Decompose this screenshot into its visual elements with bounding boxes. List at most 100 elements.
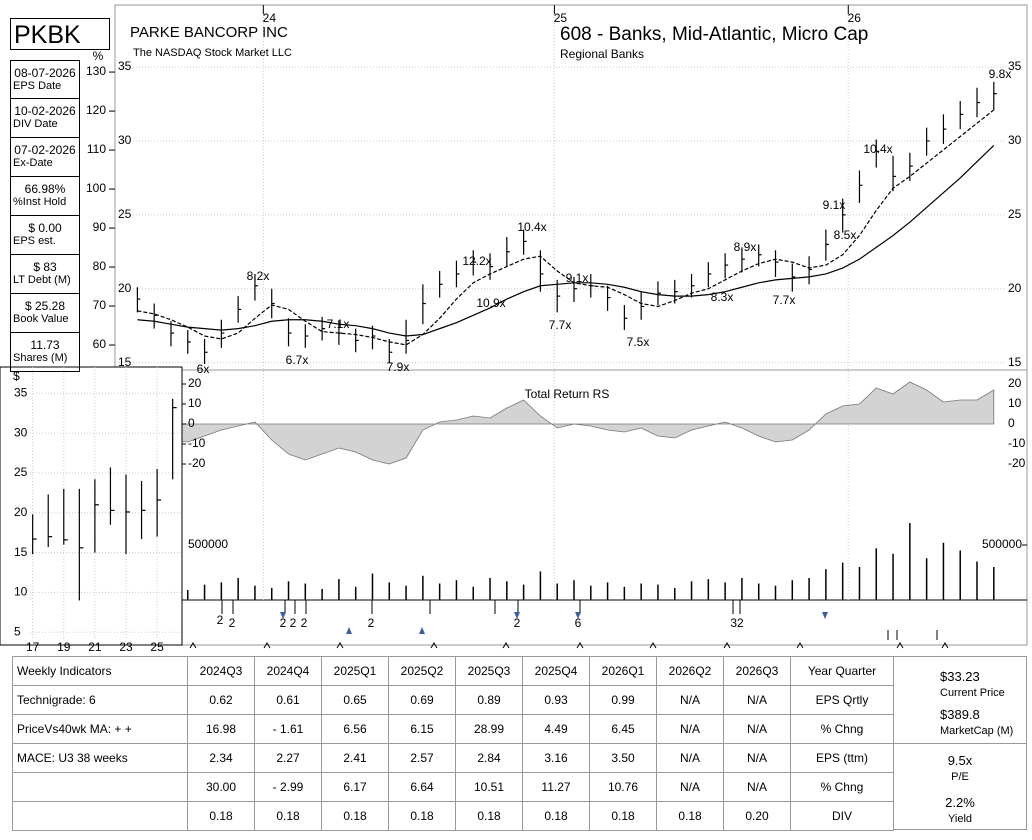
- header-cell: 2026Q1: [589, 656, 657, 686]
- table-cell: 0.18: [656, 801, 724, 831]
- down-arrow: [575, 612, 581, 619]
- header-cell: 2025Q1: [321, 656, 389, 686]
- pe-annotation: 12.2x: [462, 254, 491, 268]
- caret: [576, 642, 584, 649]
- volume-tick-label: 500000: [188, 537, 228, 551]
- exchange: The NASDAQ Stock Market LLC: [133, 47, 292, 59]
- table-row: 0.18 0.18 0.18 0.18 0.18 0.18 0.18 0.18 0.20 DIV: [12, 801, 894, 831]
- inset-y-tick-label: 20: [14, 505, 28, 519]
- caret: [941, 642, 949, 649]
- event-label: 32: [730, 616, 744, 630]
- info-label: EPS Date: [13, 80, 62, 92]
- table-cell: 2.57: [388, 743, 456, 773]
- table-cell: 10.51: [455, 772, 523, 802]
- table-cell: DIV: [790, 801, 894, 831]
- table-cell: - 2.99: [254, 772, 322, 802]
- event-label: 2: [217, 613, 224, 627]
- table-cell: N/A: [656, 714, 724, 744]
- table-cell: PriceVs40wk MA: + +: [12, 714, 188, 744]
- inset-y-tick-label: 10: [14, 585, 28, 599]
- table-cell: 10.76: [589, 772, 657, 802]
- y2-tick-label: 110: [87, 142, 106, 156]
- table-cell: 0.18: [589, 801, 657, 831]
- table-cell: N/A: [723, 714, 791, 744]
- table-cell: 0.18: [254, 801, 322, 831]
- pe-annotation: 9.8x: [989, 67, 1012, 81]
- pe-annotation: 7.7x: [549, 318, 572, 332]
- pe-annotation: 7.7x: [773, 293, 796, 307]
- table-cell: % Chng: [790, 772, 894, 802]
- info-box: 07-02-2026 Ex-Date: [10, 138, 80, 177]
- rs-area: [136, 381, 995, 465]
- caret: [430, 642, 438, 649]
- pe-annotation: 6x: [197, 362, 210, 376]
- caret: [649, 642, 657, 649]
- x-tick-label: 25: [554, 11, 568, 25]
- summary-label: Current Price: [940, 687, 1005, 699]
- info-value: $ 0.00: [28, 221, 62, 235]
- table-row: MACE: U3 38 weeks 2.34 2.27 2.41 2.57 2.84 3.1…: [12, 743, 894, 773]
- info-box: 08-07-2026 EPS Date: [10, 60, 80, 99]
- table-cell: 0.65: [321, 685, 389, 715]
- y2-tick-label: 120: [86, 103, 106, 117]
- info-label: EPS est.: [13, 235, 56, 247]
- header-row: Weekly Indicators 2024Q3 2024Q4 2025Q1 2025Q…: [12, 656, 894, 686]
- rs-tick-label-right: 10: [1008, 396, 1022, 410]
- inset-background: [0, 366, 183, 646]
- summary-label: P/E: [951, 771, 969, 783]
- indicator-table: Weekly Indicators 2024Q3 2024Q4 2025Q1 2025Q…: [12, 656, 894, 831]
- summary-value: $389.8: [940, 707, 980, 722]
- event-label: 2: [290, 616, 297, 630]
- y-tick-label: 25: [118, 207, 132, 221]
- info-label: DIV Date: [13, 118, 58, 130]
- info-box: $ 25.28 Book Value: [10, 294, 80, 333]
- rs-tick-label: 10: [188, 396, 202, 410]
- info-box: 66.98% %Inst Hold: [10, 177, 80, 216]
- table-cell: 0.69: [388, 685, 456, 715]
- y2-tick-label: 90: [93, 220, 107, 234]
- y-tick-label: 35: [118, 59, 132, 73]
- table-cell: 0.93: [522, 685, 590, 715]
- pe-annotation: 10.4x: [863, 142, 892, 156]
- table-cell: N/A: [723, 772, 791, 802]
- info-value: $ 83: [33, 260, 57, 274]
- table-cell: 0.89: [455, 685, 523, 715]
- info-label: Shares (M): [13, 352, 68, 364]
- inset-x-tick-label: 19: [57, 640, 71, 654]
- inset-x-tick-label: 23: [119, 640, 133, 654]
- summary-panel: $33.23 Current Price $389.8 MarketCap (M) 9.…: [893, 656, 1027, 830]
- table-cell: EPS (ttm): [790, 743, 894, 773]
- inset-axis-label: $: [13, 369, 20, 383]
- rs-tick-label: -10: [188, 436, 206, 450]
- table-cell: 0.20: [723, 801, 791, 831]
- table-cell: 30.00: [187, 772, 255, 802]
- y-tick-label-right: 15: [1008, 355, 1022, 369]
- inset-x-tick-label: 21: [88, 640, 102, 654]
- table-cell: MACE: U3 38 weeks: [12, 743, 188, 773]
- table-cell: 16.98: [187, 714, 255, 744]
- pe-annotation: 8.9x: [734, 240, 757, 254]
- caret: [336, 642, 344, 649]
- up-arrow: [419, 627, 425, 634]
- y-tick-label: 15: [118, 355, 132, 369]
- y2-tick-label: 80: [93, 259, 107, 273]
- header-cell: 2025Q3: [455, 656, 523, 686]
- summary-value: $33.23: [940, 669, 980, 684]
- table-cell: 2.41: [321, 743, 389, 773]
- pe-annotation: 9.1x: [823, 198, 846, 212]
- info-value: $ 25.28: [24, 299, 66, 313]
- up-arrow: [346, 627, 352, 634]
- table-cell: 3.50: [589, 743, 657, 773]
- table-cell: Technigrade: 6: [12, 685, 188, 715]
- summary-label: Yield: [947, 813, 973, 825]
- header-cell: 2024Q4: [254, 656, 322, 686]
- info-label: Book Value: [13, 313, 69, 325]
- info-label: %Inst Hold: [13, 196, 67, 208]
- down-arrow: [514, 612, 520, 619]
- chart-border: [114, 4, 1028, 646]
- info-value: 07-02-2026: [14, 143, 76, 157]
- volume-tick-label-right: 500000: [982, 537, 1022, 551]
- info-box: 10-02-2026 DIV Date: [10, 99, 80, 138]
- inset-y-tick-label: 30: [14, 425, 28, 439]
- pe-annotation: 9.1x: [566, 271, 589, 285]
